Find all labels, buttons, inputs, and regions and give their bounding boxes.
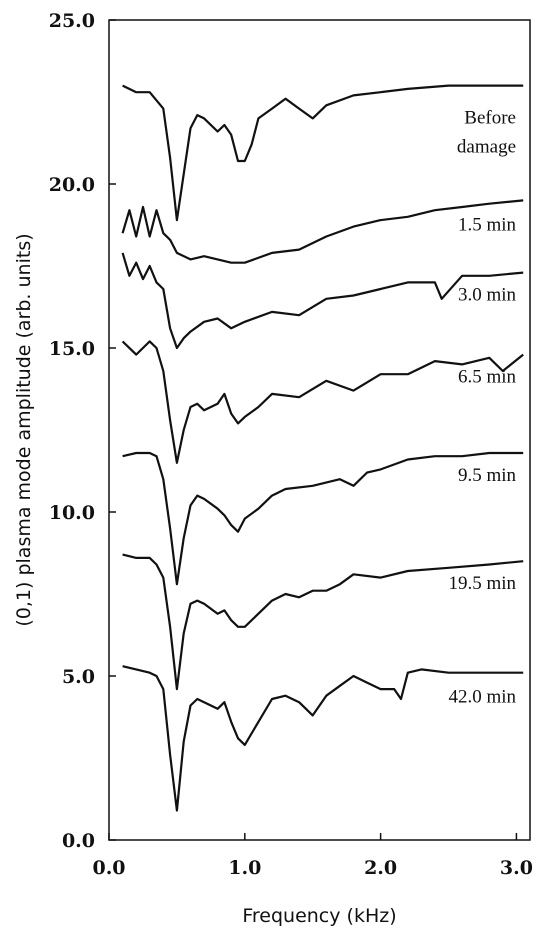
series-group [121,84,524,812]
series-line-0 [122,84,524,222]
y-axis-title: (0,1) plasma mode amplitude (arb. units) [13,233,35,626]
x-tick-label: 2.0 [364,857,397,879]
x-tick-label: 3.0 [500,857,533,879]
y-tick-label: 5.0 [62,666,95,688]
series-label: 3.0 min [458,285,517,306]
y-tick-label: 10.0 [49,502,95,524]
y-tick-label: 20.0 [49,174,95,196]
y-axis-ticks: 0.0 5.0 10.0 15.0 20.0 25.0 [49,10,116,852]
series-line-4 [122,451,524,586]
plot-frame [108,19,531,841]
series-line-1 [121,199,524,264]
series-label: 42.0 min [448,687,516,708]
series-label: 19.5 min [448,573,516,594]
series-line-5 [122,553,524,691]
y-tick-label: 25.0 [49,10,95,32]
plot-border [108,19,531,841]
series-label: Before [464,108,516,129]
x-axis-title: Frequency (kHz) [242,905,396,927]
y-tick-label: 0.0 [62,830,95,852]
series-labels: Before damage 1.5 min 3.0 min 6.5 min 9.5 min… [448,108,516,708]
series-label: damage [457,137,516,158]
series-line-6 [122,665,524,812]
series-line-2 [121,252,524,350]
x-tick-label: 0.0 [92,857,125,879]
x-axis-ticks: 0.0 1.0 2.0 3.0 [92,833,533,879]
series-label: 9.5 min [458,465,517,486]
x-tick-label: 1.0 [228,857,261,879]
series-label: 1.5 min [458,214,517,235]
series-label: 6.5 min [458,367,517,388]
series-line-3 [121,340,524,464]
y-tick-label: 15.0 [49,338,95,360]
